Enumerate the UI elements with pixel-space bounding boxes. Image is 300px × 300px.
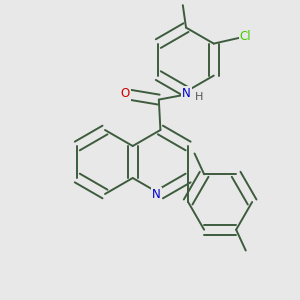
Text: O: O [120, 87, 130, 100]
Text: N: N [182, 87, 191, 100]
Text: N: N [152, 188, 161, 200]
Text: Cl: Cl [239, 30, 251, 43]
Text: H: H [194, 92, 203, 102]
